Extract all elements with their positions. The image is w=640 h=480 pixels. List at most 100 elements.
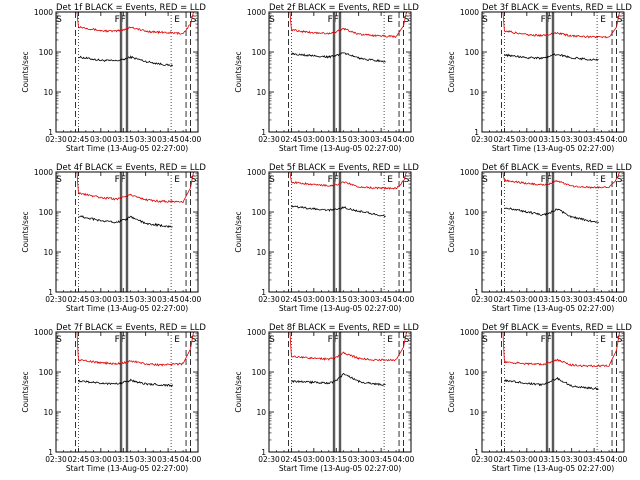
events-series-line	[78, 378, 173, 388]
event-marker-label: S	[404, 15, 410, 25]
x-axis-label: Start Time (13-Aug-05 02:27:00)	[492, 464, 614, 473]
event-marker-label: F	[541, 175, 546, 185]
x-tick-label: 04:00	[606, 135, 628, 144]
y-tick-label: 10	[469, 248, 479, 257]
x-tick-label: 02:45	[494, 135, 516, 144]
y-tick-label: 1000	[34, 168, 53, 177]
event-marker-label: F	[547, 175, 552, 185]
y-tick-label: 10	[256, 248, 266, 257]
y-tick-label: 100	[252, 208, 267, 217]
event-marker-label: S	[56, 15, 62, 25]
x-tick-label: 03:30	[348, 135, 370, 144]
plot-frame	[55, 11, 199, 133]
plot-frame	[481, 11, 625, 133]
y-tick-label: 100	[465, 208, 480, 217]
x-tick-label: 03:30	[561, 135, 583, 144]
plot-frame	[268, 11, 412, 133]
event-marker-label: F	[115, 15, 120, 25]
x-tick-label: 03:15	[112, 295, 134, 304]
x-axis-label: Start Time (13-Aug-05 02:27:00)	[279, 144, 401, 153]
x-tick-label: 02:45	[281, 135, 303, 144]
panel-title: Det 9f BLACK = Events, RED = LLD	[482, 323, 632, 333]
x-tick-label: 03:30	[561, 455, 583, 464]
y-tick-label: 100	[252, 48, 267, 57]
x-axis-label: Start Time (13-Aug-05 02:27:00)	[66, 144, 188, 153]
event-marker-label: S	[404, 335, 410, 345]
y-tick-label: 1000	[34, 8, 53, 17]
x-tick-label: 02:45	[494, 295, 516, 304]
event-marker-label: E	[600, 15, 606, 25]
event-marker-label: S	[482, 335, 488, 345]
x-tick-label: 03:45	[157, 455, 179, 464]
x-axis-label: Start Time (13-Aug-05 02:27:00)	[279, 304, 401, 313]
plot-frame	[55, 331, 199, 453]
panel-title: Det 4f BLACK = Events, RED = LLD	[56, 163, 206, 173]
panel-title: Det 3f BLACK = Events, RED = LLD	[482, 3, 632, 13]
event-marker-label: F	[328, 15, 333, 25]
events-series-line	[504, 207, 599, 224]
x-tick-label: 03:00	[90, 135, 112, 144]
x-tick-label: 02:45	[281, 295, 303, 304]
y-tick-label: 100	[39, 208, 54, 217]
y-tick-label: 10	[43, 88, 53, 97]
x-tick-label: 04:00	[393, 135, 415, 144]
event-marker-label: E	[600, 335, 606, 345]
x-tick-label: 03:15	[112, 135, 134, 144]
x-tick-label: 03:00	[516, 455, 538, 464]
y-tick-label: 1	[48, 448, 53, 457]
x-tick-label: 04:00	[606, 295, 628, 304]
event-marker-label: S	[617, 15, 623, 25]
x-tick-label: 02:45	[281, 455, 303, 464]
lld-series-line	[289, 171, 407, 190]
plot-frame	[268, 171, 412, 293]
x-tick-label: 03:45	[370, 455, 392, 464]
x-tick-label: 03:15	[538, 455, 560, 464]
plot-frame	[55, 171, 199, 293]
y-axis-label: Counts/sec	[447, 51, 456, 92]
x-tick-label: 02:30	[471, 455, 493, 464]
x-tick-label: 03:30	[348, 455, 370, 464]
x-tick-label: 02:30	[45, 295, 67, 304]
event-marker-label: E	[174, 15, 180, 25]
x-tick-label: 03:00	[303, 455, 325, 464]
y-tick-label: 10	[469, 88, 479, 97]
event-marker-label: F	[334, 335, 339, 345]
y-tick-label: 100	[252, 368, 267, 377]
x-tick-label: 03:15	[538, 135, 560, 144]
x-tick-label: 03:45	[370, 135, 392, 144]
x-tick-label: 03:30	[348, 295, 370, 304]
panel-det-5: Det 5f BLACK = Events, RED = LLD Counts/s…	[234, 163, 419, 313]
event-marker-label: F	[334, 15, 339, 25]
x-tick-label: 02:30	[258, 295, 280, 304]
lld-series-line	[502, 172, 620, 189]
x-tick-label: 03:45	[157, 295, 179, 304]
x-tick-label: 04:00	[393, 295, 415, 304]
plot-frame	[268, 331, 412, 453]
event-marker-label: E	[174, 175, 180, 185]
x-axis-label: Start Time (13-Aug-05 02:27:00)	[66, 464, 188, 473]
y-tick-label: 1	[261, 448, 266, 457]
events-series-line	[504, 53, 599, 62]
event-marker-label: F	[121, 175, 126, 185]
event-marker-label: S	[56, 335, 62, 345]
event-marker-label: F	[541, 15, 546, 25]
plot-frame	[481, 331, 625, 453]
events-series-line	[291, 205, 386, 218]
event-marker-label: F	[115, 335, 120, 345]
y-tick-label: 1	[48, 128, 53, 137]
x-tick-label: 03:45	[583, 455, 605, 464]
x-tick-label: 02:30	[258, 135, 280, 144]
x-tick-label: 02:30	[45, 135, 67, 144]
event-marker-label: F	[328, 175, 333, 185]
x-tick-label: 03:00	[90, 295, 112, 304]
event-marker-label: E	[387, 335, 393, 345]
panel-det-9: Det 9f BLACK = Events, RED = LLD Counts/s…	[447, 323, 632, 473]
panel-det-7: Det 7f BLACK = Events, RED = LLD Counts/s…	[21, 323, 206, 473]
x-tick-label: 03:15	[538, 295, 560, 304]
event-marker-label: F	[547, 15, 552, 25]
y-tick-label: 10	[469, 408, 479, 417]
x-tick-label: 03:15	[325, 295, 347, 304]
x-tick-label: 03:45	[583, 295, 605, 304]
event-marker-label: E	[387, 15, 393, 25]
